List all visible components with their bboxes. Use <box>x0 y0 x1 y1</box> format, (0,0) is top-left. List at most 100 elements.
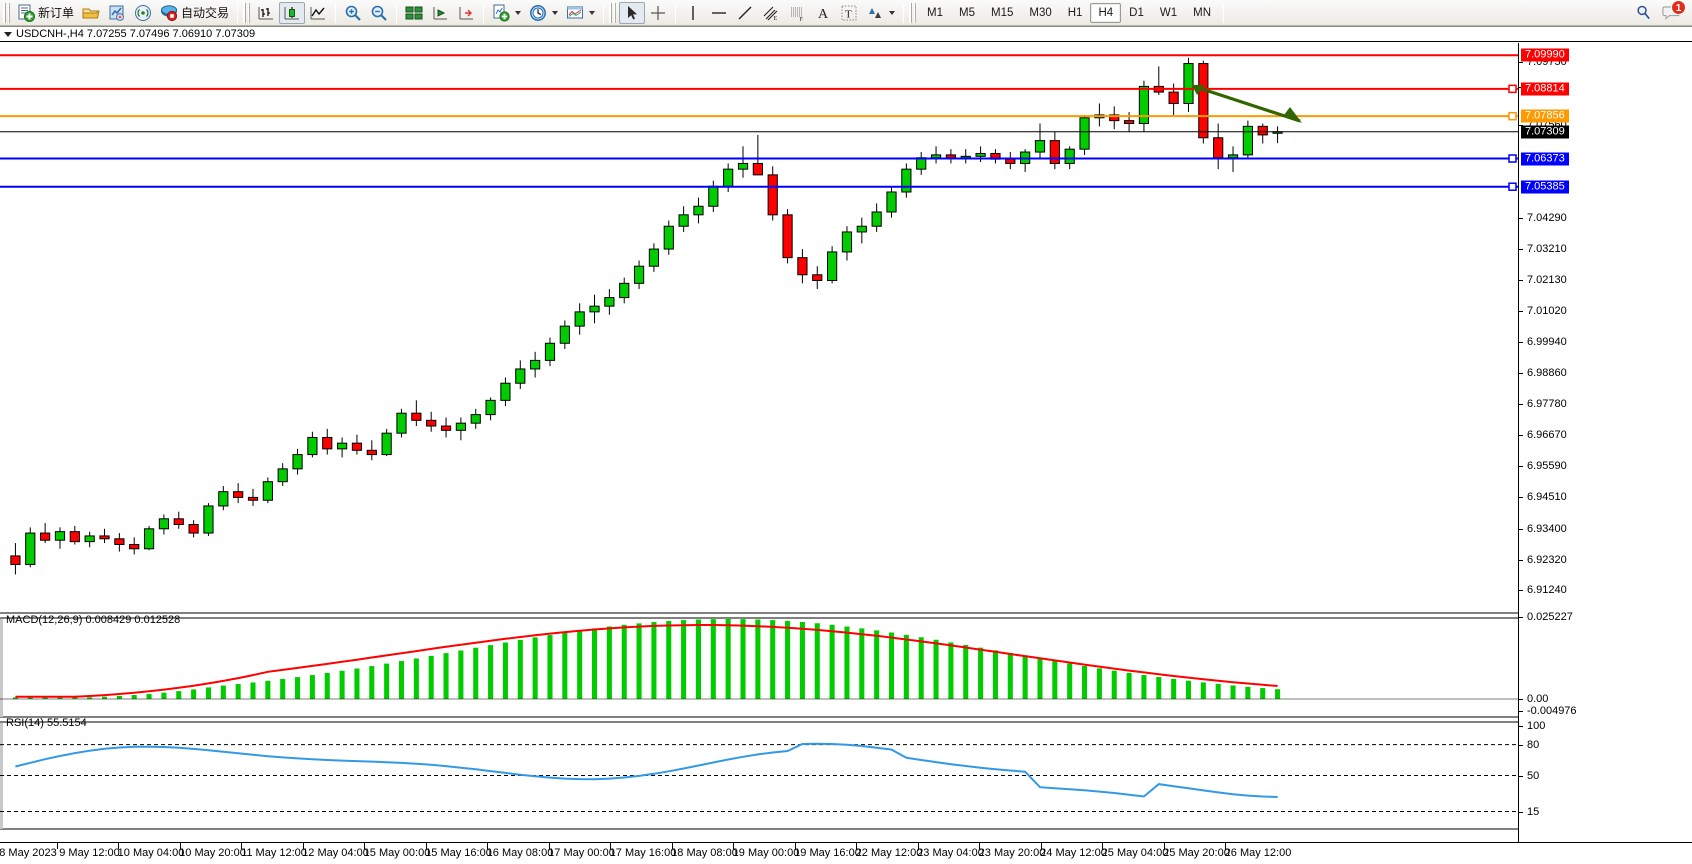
new-order-button[interactable]: 新订单 <box>13 2 78 24</box>
trendline-button[interactable] <box>732 2 758 24</box>
chart-plot-area[interactable] <box>0 43 1518 849</box>
search-icon[interactable] <box>1635 4 1652 21</box>
clock-icon <box>530 4 546 21</box>
tile-windows-icon <box>405 6 423 19</box>
price-chip-pivot[interactable]: 7.07856 <box>1521 109 1569 123</box>
down-trend-arrow[interactable] <box>1192 85 1302 123</box>
time-tick: 25 May 20:00 <box>1163 847 1230 859</box>
macd-tick-min: -0.004976 <box>1519 705 1577 717</box>
timeframe-m15[interactable]: M15 <box>991 6 1014 19</box>
chart-shift-button[interactable] <box>453 2 479 24</box>
toolbar-separator-6 <box>675 2 677 23</box>
price-tick: 6.97780 <box>1519 398 1567 410</box>
macd-series <box>0 619 1518 700</box>
price-chip-resistance-1[interactable]: 7.08814 <box>1521 82 1569 96</box>
time-scale-axis[interactable]: 8 May 2023 9 May 12:00 10 May 04:00 10 May … <box>0 842 1692 864</box>
timeframe-w1[interactable]: W1 <box>1159 6 1178 19</box>
rsi-tick-15: 15 <box>1519 806 1539 818</box>
terminal-button[interactable] <box>104 2 130 24</box>
chevron-down-icon-4[interactable] <box>889 10 896 15</box>
chevron-down-icon[interactable] <box>515 10 522 15</box>
time-tick-mark <box>917 843 919 849</box>
price-chip-support-2[interactable]: 7.05385 <box>1521 180 1569 194</box>
chevron-down-icon-2[interactable] <box>552 10 559 15</box>
toolbar-separator-4 <box>483 2 485 23</box>
timeframe-m5[interactable]: M5 <box>959 6 975 19</box>
toolbar-separator-2 <box>335 2 337 23</box>
toolbar-separator <box>237 2 239 23</box>
timeframe-d1[interactable]: D1 <box>1129 6 1144 19</box>
folder-button[interactable] <box>78 2 104 24</box>
timeframe-mn[interactable]: MN <box>1193 6 1211 19</box>
time-tick: 19 May 00:00 <box>732 847 800 859</box>
time-tick-mark <box>1102 843 1103 849</box>
text-button[interactable]: A <box>810 2 836 24</box>
time-tick-mark <box>548 843 550 849</box>
price-tick: 6.95590 <box>1519 460 1567 472</box>
timeframe-m30[interactable]: M30 <box>1029 6 1052 19</box>
autotrading-button[interactable]: 自动交易 <box>156 2 233 24</box>
chat-button[interactable]: 1 <box>1662 0 1686 22</box>
price-scale-axis[interactable]: 7.097507.088707.075607.042907.032107.021… <box>1518 43 1692 849</box>
equidistant-channel-button[interactable]: E <box>758 2 784 24</box>
crosshair-button[interactable] <box>645 2 671 24</box>
candlestick-series <box>10 57 1283 575</box>
time-tick: 23 May 04:00 <box>917 847 984 859</box>
time-tick-mark <box>302 843 304 849</box>
chevron-down-icon-3[interactable] <box>589 10 596 15</box>
shapes-button[interactable] <box>862 2 899 24</box>
fibonacci-button[interactable]: F <box>784 2 810 24</box>
horizontal-line-button[interactable] <box>706 2 732 24</box>
bar-chart-icon <box>258 6 274 19</box>
time-tick-mark <box>1040 843 1042 849</box>
signals-button[interactable] <box>130 2 156 24</box>
auto-scroll-button[interactable] <box>427 2 453 24</box>
templates-button[interactable] <box>562 2 599 24</box>
level-lines <box>0 54 1518 191</box>
periods-button[interactable] <box>525 2 562 24</box>
timeframe-h1[interactable]: H1 <box>1067 6 1083 19</box>
timeframe-m1[interactable]: M1 <box>927 6 944 19</box>
rsi-tick-50: 50 <box>1519 770 1539 782</box>
price-chip-resistance-2[interactable]: 7.09990 <box>1521 48 1569 62</box>
toolbar-grip[interactable] <box>3 2 10 23</box>
price-tick: 6.91240 <box>1519 584 1567 596</box>
toolbar-right-group: 1 <box>1635 0 1692 22</box>
price-tick: 6.92320 <box>1519 554 1567 566</box>
chart-shift-icon <box>459 6 474 19</box>
price-chip-last-price[interactable]: 7.07309 <box>1521 125 1569 139</box>
indicators-button[interactable] <box>488 2 525 24</box>
time-tick: 10 May 20:00 <box>179 847 246 859</box>
autotrading-label: 自动交易 <box>181 6 230 20</box>
toolbar-grip-4[interactable] <box>909 2 917 23</box>
zoom-out-button[interactable] <box>366 2 392 24</box>
templates-icon <box>567 6 584 18</box>
toolbar-grip-2[interactable] <box>243 2 251 23</box>
new-order-label: 新订单 <box>38 6 75 20</box>
bar-chart-button[interactable] <box>253 2 279 24</box>
main-toolbar: 新订单 <box>0 0 1692 26</box>
tile-windows-button[interactable] <box>401 2 427 24</box>
text-label-button[interactable]: T <box>836 2 862 24</box>
candlestick-chart-button[interactable] <box>279 1 306 24</box>
timeframe-h4[interactable]: H4 <box>1090 2 1122 23</box>
pane-dividers <box>0 612 1518 830</box>
fibonacci-retracement-icon: F <box>791 7 804 22</box>
price-chip-support-1[interactable]: 7.06373 <box>1521 152 1569 165</box>
price-tick: 6.94510 <box>1519 491 1567 503</box>
zoom-in-button[interactable] <box>340 2 366 24</box>
zoom-in-icon <box>345 5 361 21</box>
toolbar-grip-3[interactable] <box>609 2 617 23</box>
time-tick: 9 May 12:00 <box>59 847 120 859</box>
chart-menu-icon[interactable] <box>4 31 12 37</box>
time-tick-mark <box>241 843 242 849</box>
cursor-button[interactable] <box>619 1 646 24</box>
time-tick: 18 May 08:00 <box>671 847 738 859</box>
time-tick: 19 May 16:00 <box>794 847 861 859</box>
macd-tick-zero: 0.00 <box>1519 693 1548 705</box>
vertical-line-button[interactable] <box>680 2 706 24</box>
line-chart-button[interactable] <box>305 2 331 24</box>
chart-canvas <box>0 54 1518 830</box>
equidistant-channel-icon: E <box>763 6 778 22</box>
time-tick-mark <box>856 843 857 849</box>
